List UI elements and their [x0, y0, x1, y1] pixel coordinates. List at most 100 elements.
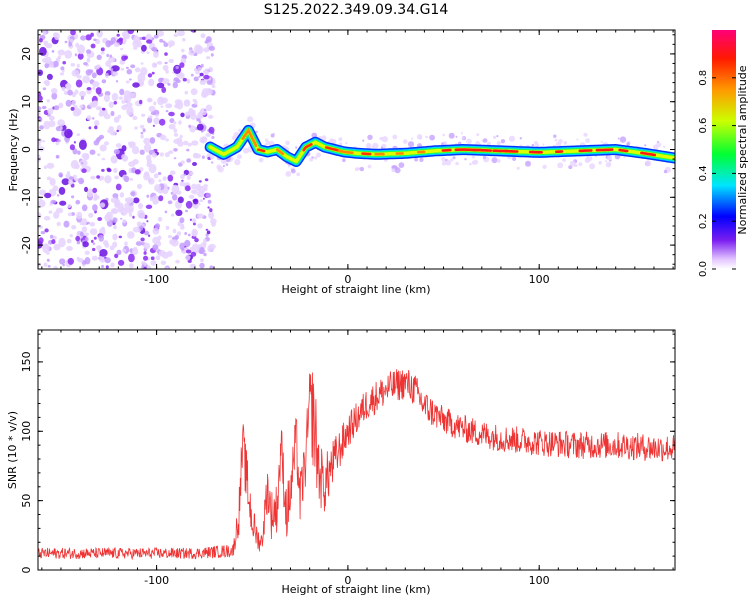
halo-speckle — [462, 136, 465, 140]
noise-speckle — [140, 62, 144, 65]
noise-speckle — [38, 263, 41, 267]
noise-speckle — [196, 123, 204, 131]
noise-speckle — [101, 264, 104, 269]
ridge-core — [302, 143, 313, 152]
noise-speckle — [161, 86, 167, 93]
noise-speckle — [162, 40, 166, 44]
halo-speckle — [220, 158, 227, 165]
noise-speckle — [54, 32, 60, 41]
noise-speckle — [42, 30, 47, 36]
noise-speckle — [46, 73, 53, 80]
noise-speckle — [126, 69, 133, 75]
noise-speckle — [104, 214, 112, 222]
noise-speckle — [39, 125, 44, 130]
noise-speckle — [94, 120, 100, 126]
noise-speckle — [113, 224, 117, 230]
halo-speckle — [584, 157, 590, 164]
noise-speckle — [197, 223, 203, 229]
halo-speckle — [542, 164, 547, 169]
noise-speckle — [82, 75, 90, 84]
noise-speckle — [175, 259, 180, 264]
halo-speckle — [255, 130, 258, 134]
halo-speckle — [321, 135, 327, 141]
noise-speckle — [191, 183, 198, 190]
halo-speckle — [407, 141, 415, 148]
noise-speckle — [108, 101, 115, 108]
noise-speckle — [53, 105, 60, 111]
noise-speckle — [183, 100, 191, 107]
noise-speckle — [73, 141, 76, 144]
noise-speckle — [105, 265, 109, 269]
noise-speckle — [132, 115, 138, 121]
halo-speckle — [500, 139, 506, 144]
noise-speckle — [208, 66, 214, 73]
noise-speckle — [128, 263, 134, 269]
noise-speckle — [150, 260, 157, 266]
halo-speckle — [460, 132, 463, 135]
noise-speckle — [57, 119, 65, 127]
noise-speckle — [51, 92, 58, 100]
noise-speckle — [38, 142, 41, 147]
noise-speckle — [83, 232, 90, 237]
noise-speckle — [177, 140, 184, 147]
noise-speckle — [158, 195, 164, 202]
noise-speckle — [113, 167, 118, 174]
noise-speckle — [70, 159, 79, 169]
noise-speckle — [74, 178, 80, 182]
halo-speckle — [338, 142, 343, 146]
noise-speckle — [104, 141, 109, 146]
halo-speckle — [270, 133, 275, 138]
y-tick-label: 50 — [20, 494, 33, 508]
noise-speckle — [172, 228, 177, 234]
noise-speckle — [38, 92, 42, 96]
noise-speckle — [65, 83, 70, 89]
noise-speckle — [93, 193, 98, 197]
noise-speckle — [101, 79, 107, 84]
noise-speckle — [173, 133, 179, 137]
noise-speckle — [114, 175, 119, 180]
halo-speckle — [455, 135, 458, 138]
noise-speckle — [78, 177, 84, 185]
noise-speckle — [199, 79, 206, 85]
halo-speckle — [653, 144, 659, 150]
noise-speckle — [77, 44, 86, 55]
noise-speckle — [121, 55, 127, 61]
noise-speckle — [58, 186, 66, 195]
noise-speckle — [142, 128, 146, 133]
noise-speckle — [42, 140, 46, 143]
noise-speckle — [208, 126, 215, 134]
noise-speckle — [49, 234, 54, 239]
noise-speckle — [172, 81, 178, 89]
noise-speckle — [116, 249, 122, 255]
noise-speckle — [198, 180, 202, 183]
noise-speckle — [81, 204, 88, 212]
noise-speckle — [139, 81, 145, 86]
noise-speckle — [86, 221, 90, 225]
noise-speckle — [153, 34, 159, 39]
noise-speckle — [133, 45, 138, 50]
noise-speckle — [164, 52, 168, 56]
noise-speckle — [120, 217, 123, 220]
noise-speckle — [162, 78, 170, 85]
noise-speckle — [161, 97, 168, 104]
noise-speckle — [189, 218, 192, 221]
noise-speckle — [187, 142, 192, 147]
noise-speckle — [38, 155, 41, 160]
ridge-core — [472, 148, 493, 152]
halo-speckle — [258, 157, 264, 163]
noise-speckle — [179, 181, 186, 187]
noise-speckle — [159, 152, 164, 157]
noise-speckle — [179, 242, 185, 250]
snr-panel: -100 0 100 0 50 100 150 Height of straight lin… — [6, 329, 676, 596]
noise-speckle — [136, 221, 142, 227]
noise-speckle — [152, 124, 155, 127]
halo-speckle — [209, 154, 215, 160]
noise-speckle — [203, 68, 210, 75]
noise-speckle — [170, 213, 175, 217]
noise-speckle — [146, 51, 150, 54]
noise-speckle — [59, 72, 65, 76]
y-tick-label: 0 — [20, 567, 33, 574]
noise-speckle — [192, 189, 198, 195]
noise-speckle — [39, 197, 43, 201]
noise-speckle — [40, 231, 46, 235]
